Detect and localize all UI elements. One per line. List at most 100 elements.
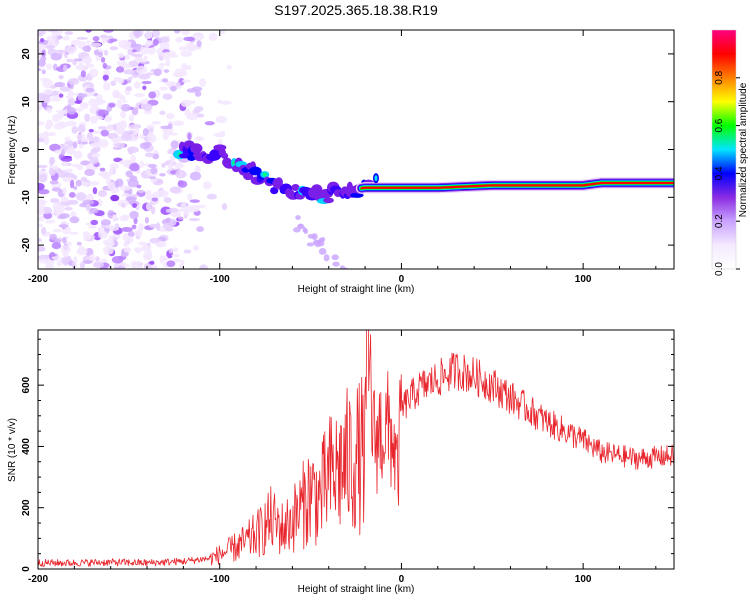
spectrogram-speckle (102, 62, 108, 69)
spectrogram-speckle (84, 168, 95, 177)
spectrogram-speckle (38, 237, 42, 243)
snr-y-label: SNR (10 * v/v) (7, 418, 18, 482)
spectrogram-speckle (167, 120, 173, 125)
spectrogram-speckle (66, 58, 74, 63)
spectrogram-speckle (170, 85, 177, 92)
spectrogram-x-tick-label: -100 (210, 274, 230, 285)
spectrogram-speckle (178, 216, 184, 220)
spectrogram-speckle (88, 225, 97, 229)
spectrogram-speckle (177, 180, 184, 186)
spectrogram-speckle (66, 255, 71, 262)
spectrogram-speckle (141, 245, 152, 250)
spectrogram-speckle (139, 58, 147, 63)
spectrogram-speckle (73, 185, 78, 191)
spectrogram-speckle (166, 113, 175, 120)
spectrogram-speckle (161, 51, 172, 60)
spectrogram-speckle (39, 258, 50, 264)
spectrogram-speckle (97, 125, 108, 130)
spectrogram-speckle (195, 204, 207, 208)
spectrogram-speckle (45, 63, 53, 70)
spectrogram-speckle (70, 39, 82, 46)
spectrogram-speckle (145, 72, 155, 76)
spectrogram-speckle (69, 179, 75, 189)
spectrogram-speckle (196, 226, 205, 232)
spectrogram-speckle (82, 260, 93, 264)
spectrogram-speckle (60, 195, 68, 203)
spectrogram-speckle (127, 146, 139, 154)
spectrogram-speckle (174, 162, 184, 170)
spectrogram-x-tick-label: -200 (28, 274, 48, 285)
spectrogram-speckle (171, 211, 182, 218)
spectrogram-speckle (219, 130, 226, 135)
spectrogram-speckle (39, 77, 50, 82)
spectrogram-speckle (85, 203, 91, 211)
spectrogram-band-layer (360, 181, 674, 190)
spectrogram-speckle (51, 165, 59, 170)
spectrogram-speckle (85, 63, 95, 69)
spectrogram-speckle (116, 128, 124, 135)
spectrogram-speckle (65, 120, 78, 127)
spectrogram-speckle (38, 121, 45, 126)
spectrogram-speckle (167, 149, 175, 155)
spectrogram-speckle (60, 244, 71, 254)
spectrogram-speckle (182, 79, 191, 83)
spectrogram-speckle (64, 168, 73, 173)
spectrogram-y-tick-label: -20 (21, 237, 32, 252)
spectrogram-speckle (144, 152, 155, 158)
snr-y-tick-label: 400 (21, 438, 32, 455)
snr-y-ticks: 0 200 400 600 (21, 338, 674, 572)
spectrogram-speckle (131, 107, 139, 116)
spectrogram-speckle (138, 70, 143, 75)
spectrogram-speckle (164, 81, 177, 87)
spectrogram-speckle (38, 132, 49, 138)
spectrogram-speckle (88, 98, 98, 107)
spectrogram-speckle (98, 230, 108, 239)
spectrogram-speckle (40, 94, 51, 104)
spectrogram-speckle (221, 203, 228, 211)
spectrogram-speckle (75, 133, 86, 139)
spectrogram-speckle (181, 63, 188, 72)
spectrogram-speckle (38, 189, 50, 195)
spectrogram-speckle (71, 125, 79, 134)
spectrogram-speckle (59, 86, 72, 92)
colorbar-tick-label: 0.0 (714, 262, 725, 276)
spectrogram-ridge-blob (270, 186, 279, 195)
spectrogram-speckle (77, 124, 86, 133)
spectrogram-speckle (59, 143, 65, 150)
spectrogram-speckle (38, 173, 48, 183)
spectrogram-speckle (63, 172, 75, 178)
spectrogram-speckle (167, 162, 174, 169)
spectrogram-speckle (147, 163, 157, 169)
spectrogram-speckle (159, 254, 165, 264)
spectrogram-speckle (150, 179, 158, 183)
spectrogram-speckle (86, 40, 91, 44)
spectrogram-speckle (86, 91, 92, 97)
spectrogram-speckle (95, 94, 103, 102)
spectrogram-speckle (134, 229, 143, 237)
spectrogram-speckle (121, 133, 133, 142)
spectrogram-speckle (102, 30, 114, 33)
spectrogram-x-tick-label: 0 (399, 274, 405, 285)
spectrogram-speckle (90, 42, 102, 48)
spectrogram-speckle (62, 65, 68, 72)
spectrogram-speckle (56, 259, 62, 267)
spectrogram-speckle (120, 110, 127, 119)
spectrogram-speckle (100, 129, 109, 137)
spectrogram-y-tick-label: -10 (21, 190, 32, 205)
spectrogram-speckle (62, 176, 68, 182)
spectrogram-speckle (108, 235, 114, 240)
spectrogram-tail-blob (323, 254, 330, 262)
spectrogram-speckle (103, 70, 111, 77)
spectrogram-speckle (109, 163, 119, 170)
spectrogram-speckle (88, 254, 96, 263)
spectrogram-speckle (38, 208, 45, 215)
spectrogram-speckle (189, 199, 201, 203)
spectrogram-speckle (38, 182, 45, 191)
spectrogram-speckle (172, 120, 184, 126)
spectrogram-speckle (46, 40, 56, 44)
spectrogram-speckle (173, 258, 181, 263)
colorbar-frame (711, 29, 737, 270)
spectrogram-tail-blob (340, 270, 345, 274)
spectrogram-speckle (46, 107, 53, 114)
spectrogram-speckle (121, 193, 130, 197)
